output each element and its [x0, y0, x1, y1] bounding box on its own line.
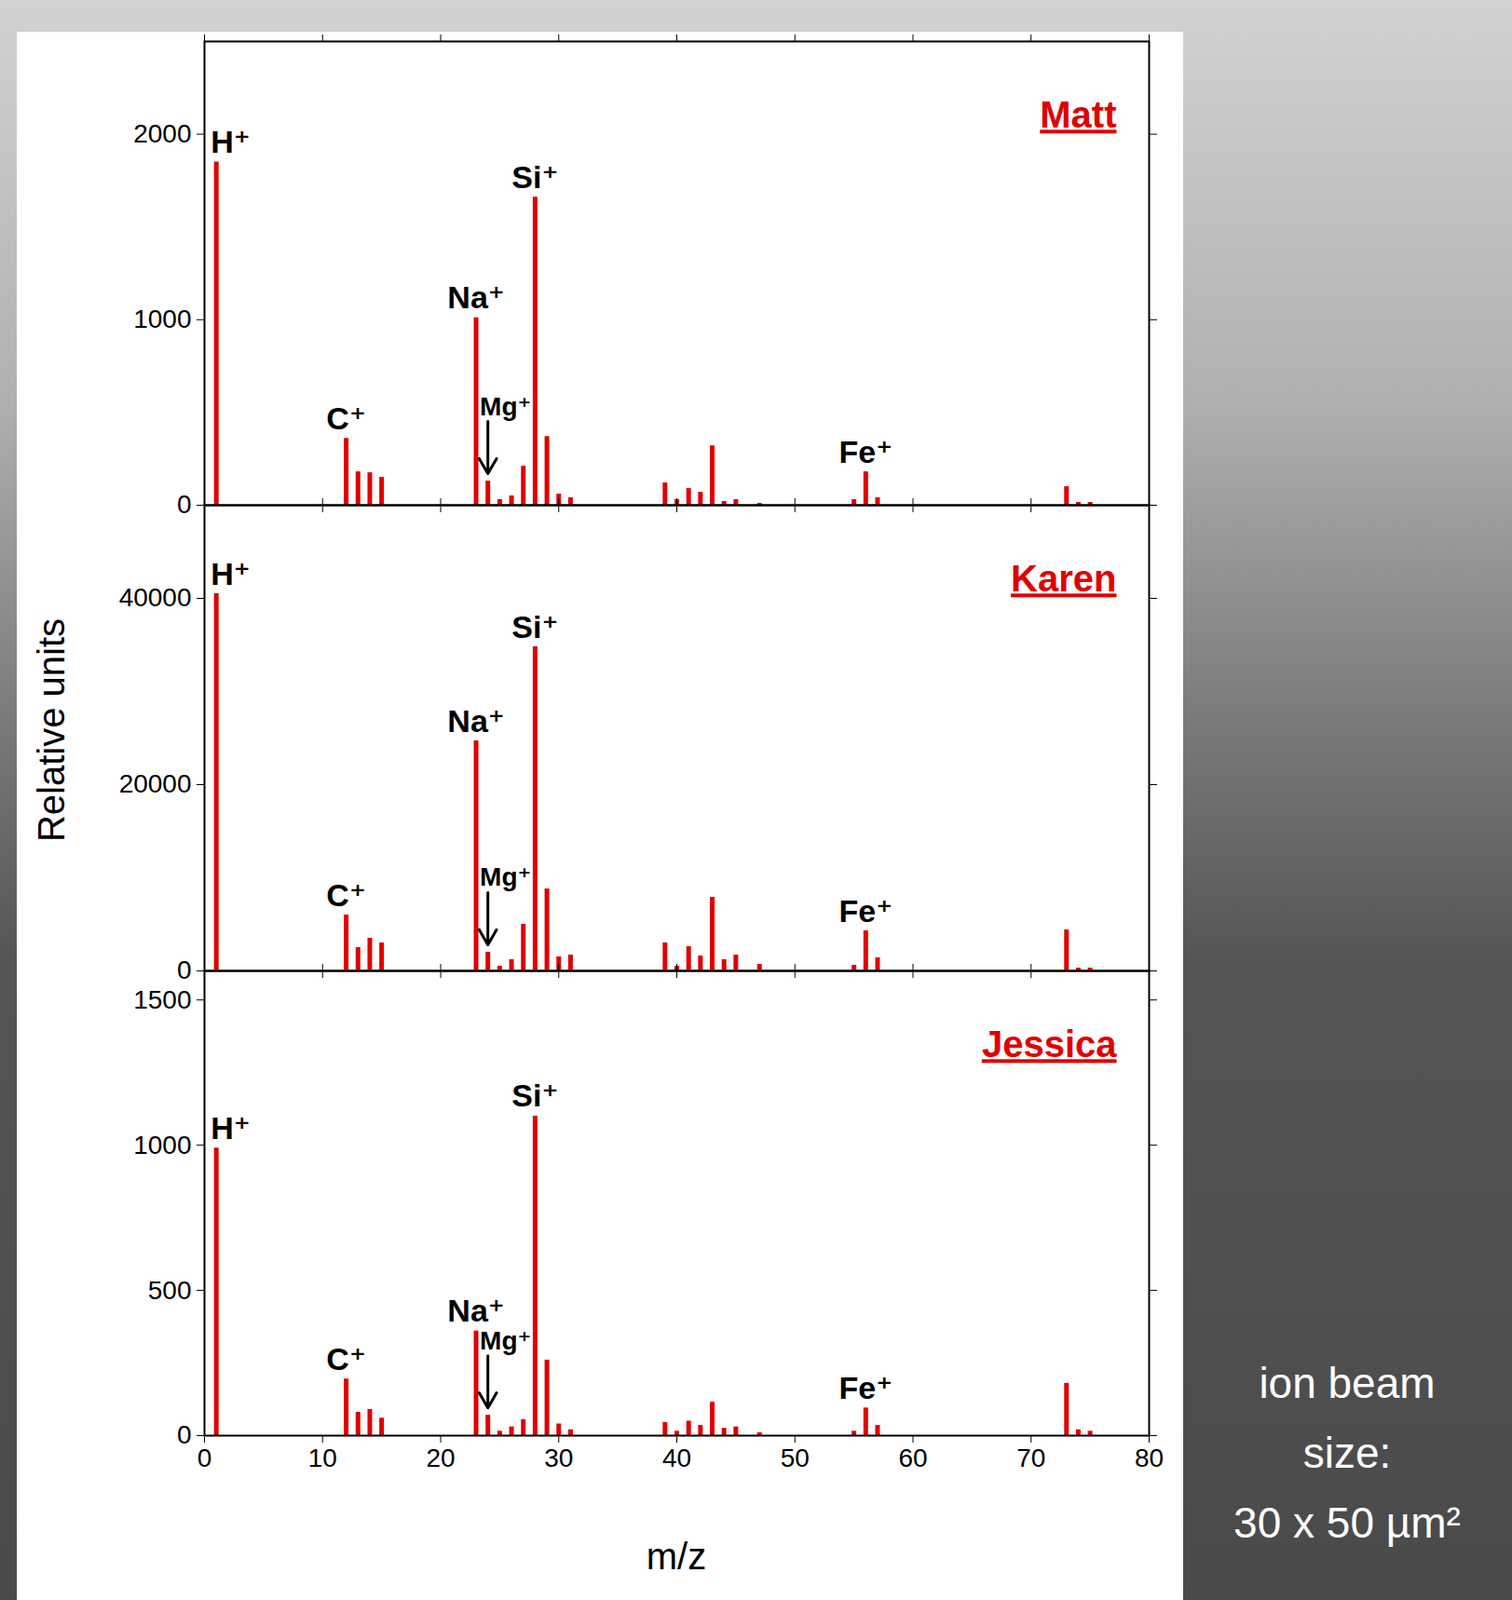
svg-text:Si⁺: Si⁺: [511, 609, 559, 645]
svg-text:1000: 1000: [133, 304, 191, 334]
svg-text:70: 70: [1016, 1443, 1046, 1473]
svg-text:0: 0: [197, 1443, 213, 1473]
svg-text:C⁺: C⁺: [326, 400, 367, 436]
svg-text:1000: 1000: [133, 1130, 191, 1160]
svg-text:H⁺: H⁺: [210, 556, 250, 592]
svg-text:Mg⁺: Mg⁺: [479, 862, 532, 892]
svg-text:60: 60: [898, 1443, 927, 1473]
html-text:Relative units: Relative units: [30, 618, 72, 843]
svg-text:Si⁺: Si⁺: [511, 159, 559, 195]
html-text:ion beam: ion beam: [1258, 1359, 1436, 1408]
svg-text:Fe⁺: Fe⁺: [838, 434, 893, 470]
html-text:30 x 50 µm²: 30 x 50 µm²: [1233, 1498, 1461, 1548]
svg-text:H⁺: H⁺: [210, 1110, 250, 1146]
svg-text:Si⁺: Si⁺: [511, 1077, 559, 1114]
svg-text:2000: 2000: [133, 119, 191, 149]
svg-text:40: 40: [662, 1443, 692, 1473]
svg-text:C⁺: C⁺: [326, 877, 367, 913]
svg-text:10: 10: [308, 1443, 338, 1473]
svg-text:0: 0: [177, 1420, 192, 1450]
svg-text:40000: 40000: [119, 583, 192, 613]
svg-text:80: 80: [1134, 1443, 1164, 1473]
svg-text:Na⁺: Na⁺: [447, 279, 504, 315]
svg-text:500: 500: [148, 1276, 192, 1306]
svg-text:Na⁺: Na⁺: [447, 1293, 504, 1329]
svg-text:Mg⁺: Mg⁺: [479, 392, 532, 422]
svg-text:Fe⁺: Fe⁺: [838, 1370, 893, 1406]
svg-text:Na⁺: Na⁺: [447, 703, 504, 739]
svg-text:Jessica: Jessica: [981, 1023, 1117, 1065]
svg-text:50: 50: [780, 1443, 810, 1473]
svg-text:C⁺: C⁺: [326, 1341, 367, 1377]
svg-text:Mg⁺: Mg⁺: [479, 1326, 532, 1356]
svg-text:Karen: Karen: [1010, 558, 1117, 600]
svg-text:H⁺: H⁺: [210, 123, 250, 160]
svg-text:20000: 20000: [119, 769, 192, 799]
svg-text:20: 20: [425, 1443, 455, 1473]
svg-text:Matt: Matt: [1039, 94, 1117, 136]
svg-text:1500: 1500: [133, 985, 191, 1015]
svg-text:30: 30: [544, 1443, 573, 1473]
svg-text:0: 0: [177, 955, 192, 985]
svg-text:0: 0: [177, 490, 192, 519]
svg-text:Fe⁺: Fe⁺: [838, 893, 893, 929]
html-text:m/z: m/z: [646, 1536, 707, 1578]
html-text:size:: size:: [1303, 1429, 1392, 1478]
